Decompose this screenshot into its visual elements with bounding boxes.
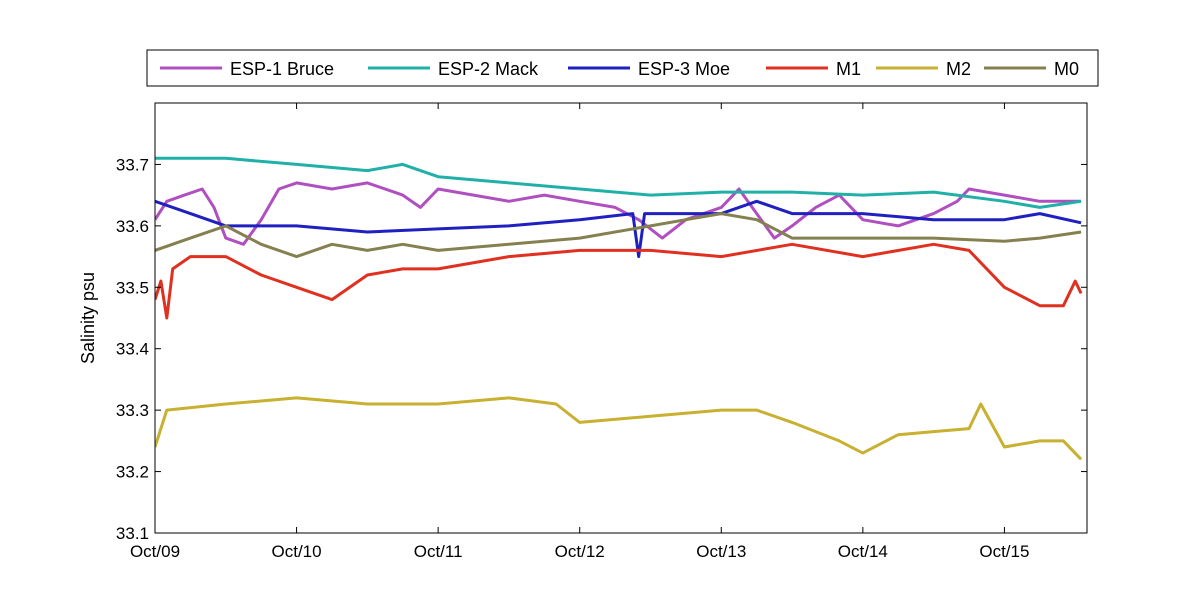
legend-label: ESP-3 Moe [638, 59, 730, 79]
plot-frame [154, 102, 1088, 534]
x-tick-label: Oct/11 [414, 542, 463, 561]
series-layer [155, 156, 1083, 461]
y-tick-label: 33.4 [116, 340, 149, 359]
y-tick-label: 33.5 [116, 278, 149, 297]
x-tick-label: Oct/13 [696, 542, 746, 561]
x-axis: Oct/09 Oct/10 Oct/11 Oct/12 Oct/13 Oct/14 Oct/… [130, 103, 1029, 561]
x-tick-label: Oct/14 [838, 542, 888, 561]
x-tick-label: Oct/09 [130, 542, 180, 561]
x-tick-label: Oct/10 [272, 542, 322, 561]
y-axis-title: Salinity psu [78, 272, 98, 364]
legend: ESP-1 Bruce ESP-2 Mack ESP-3 Moe M1 M2 M0 [146, 49, 1099, 87]
series-line-m1 [155, 242, 1083, 320]
y-tick-label: 33.1 [116, 524, 149, 543]
y-tick-label: 33.6 [116, 217, 149, 236]
legend-label: ESP-2 Mack [438, 59, 539, 79]
legend-label: M0 [1054, 59, 1079, 79]
y-tick-label: 33.2 [116, 463, 149, 482]
legend-label: ESP-1 Bruce [230, 59, 334, 79]
legend-label: M2 [946, 59, 971, 79]
x-tick-label: Oct/15 [979, 542, 1029, 561]
y-tick-label: 33.7 [116, 155, 149, 174]
legend-label: M1 [836, 59, 861, 79]
series-line-m2 [155, 396, 1083, 461]
y-tick-label: 33.3 [116, 401, 149, 420]
series-line-m0 [155, 212, 1082, 259]
x-tick-label: Oct/12 [555, 542, 605, 561]
series-line-esp-1-bruce [155, 181, 1082, 246]
series-line-esp-3-moe [155, 199, 1082, 259]
series-line-esp-2-mack [155, 156, 1082, 209]
y-axis: 33.1 33.2 33.3 33.4 33.5 33.6 33.7 [116, 155, 1087, 543]
